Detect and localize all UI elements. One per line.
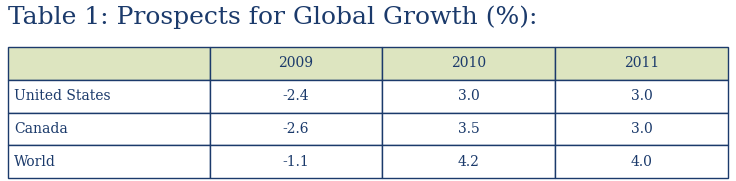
Text: 4.2: 4.2 (458, 155, 480, 169)
Text: 3.0: 3.0 (631, 122, 653, 136)
Bar (210, 80, 383, 113)
Text: -2.6: -2.6 (283, 122, 309, 136)
Bar (555, 145, 728, 178)
Bar (210, 145, 383, 178)
Text: 3.0: 3.0 (631, 89, 653, 103)
Text: United States: United States (14, 89, 110, 103)
Bar (210, 113, 383, 145)
Bar (555, 80, 728, 113)
Bar (383, 80, 555, 113)
Text: 3.5: 3.5 (458, 122, 480, 136)
Bar (8, 113, 210, 145)
Bar (555, 113, 728, 145)
Bar (8, 47, 210, 80)
Bar (8, 80, 210, 113)
Text: 2011: 2011 (624, 56, 659, 70)
Bar (383, 113, 555, 145)
Text: 2010: 2010 (451, 56, 486, 70)
Text: World: World (14, 155, 56, 169)
Text: -2.4: -2.4 (283, 89, 309, 103)
Bar (383, 47, 555, 80)
Bar (8, 145, 210, 178)
Text: 2009: 2009 (278, 56, 314, 70)
Bar (210, 47, 383, 80)
Text: 3.0: 3.0 (458, 89, 480, 103)
Text: Canada: Canada (14, 122, 68, 136)
Bar (383, 145, 555, 178)
Bar (555, 47, 728, 80)
Text: -1.1: -1.1 (283, 155, 309, 169)
Text: 4.0: 4.0 (631, 155, 653, 169)
Text: Table 1: Prospects for Global Growth (%):: Table 1: Prospects for Global Growth (%)… (8, 5, 537, 29)
